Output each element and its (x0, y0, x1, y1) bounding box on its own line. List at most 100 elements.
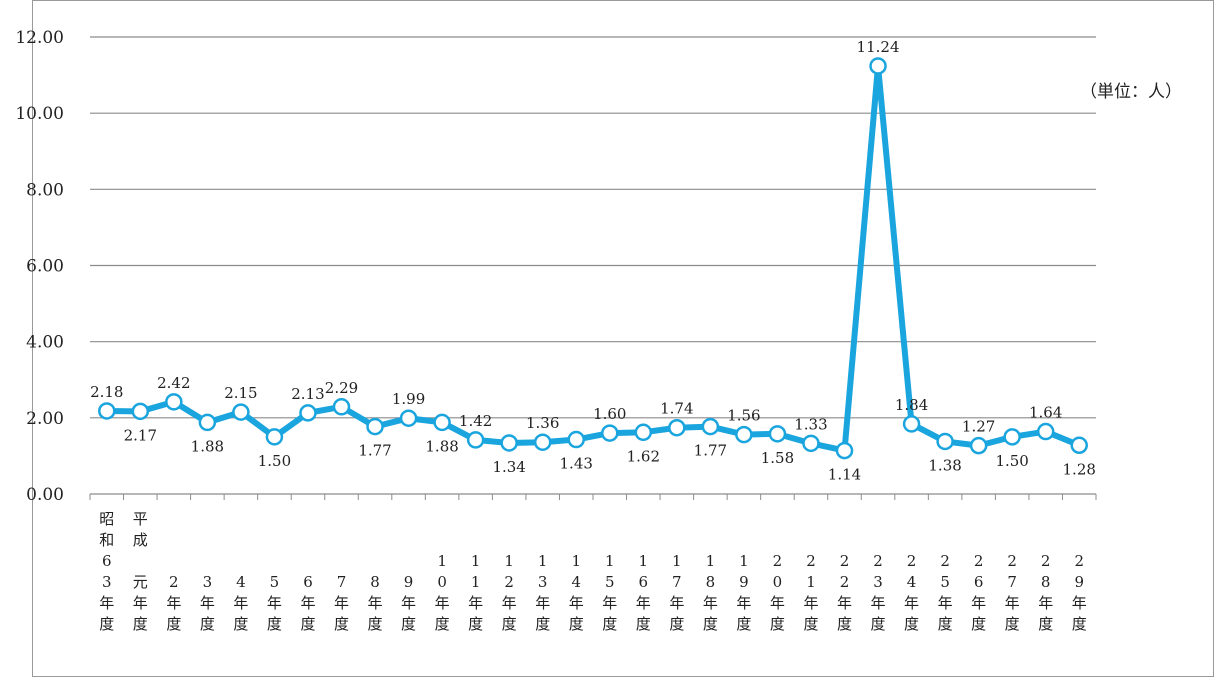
x-category-char: 度 (636, 615, 651, 633)
x-category-char: 1 (672, 552, 682, 570)
x-category-char: 1 (538, 552, 548, 570)
data-point (332, 398, 351, 416)
x-category-label: 1 1 年度 (468, 552, 483, 633)
data-point (299, 404, 317, 422)
x-category-label: 1 7 年度 (669, 552, 684, 633)
data-label: 2.29 (325, 379, 358, 397)
data-point (869, 57, 887, 75)
x-category-label: 3 年度 (200, 573, 215, 633)
x-category-char: 度 (468, 615, 483, 633)
x-category-char: 2 (1007, 552, 1017, 570)
data-labels: 2.18 2.17 2.42 1.88 2.15 1.50 2.13 2.29 1.77 1.99… (90, 38, 1096, 484)
x-category-char: 6 (639, 573, 649, 591)
data-label: 1.33 (794, 415, 827, 433)
x-category-label: 1 6 年度 (636, 552, 651, 633)
data-point (366, 417, 384, 436)
data-point (601, 424, 619, 442)
y-tick-label: 4.00 (26, 333, 64, 353)
x-category-label: 昭和 6 3 年度 (99, 510, 114, 633)
x-category-label: 1 4 年度 (569, 552, 584, 633)
x-category-char: 年 (334, 594, 349, 612)
data-point (265, 428, 284, 446)
data-label: 1.77 (694, 442, 727, 460)
data-point (835, 441, 854, 460)
data-label: 1.50 (995, 452, 1028, 470)
data-label: 2.13 (291, 385, 324, 403)
x-category-char: 4 (907, 573, 917, 591)
x-category-label: 1 8 年度 (703, 552, 718, 633)
x-category-char: 度 (871, 615, 886, 633)
data-label: 1.38 (928, 456, 961, 474)
x-category-char: 年 (1005, 594, 1020, 612)
x-category-char: 昭 (99, 510, 114, 528)
y-tick-label: 10.00 (15, 104, 64, 124)
x-category-char: 2 (504, 573, 514, 591)
data-label: 2.42 (157, 374, 190, 392)
data-point (1003, 428, 1021, 446)
x-category-char: 成 (133, 531, 148, 549)
x-category-label: 2 5 年度 (938, 552, 953, 633)
y-tick-label: 2.00 (26, 409, 64, 429)
y-tick-label: 12.00 (15, 28, 64, 48)
x-category-label: 2 7 年度 (1005, 552, 1020, 633)
x-category-char: 年 (99, 594, 114, 612)
x-category-char: 元 (133, 573, 148, 591)
data-point (768, 425, 787, 443)
x-category-char: 年 (267, 594, 282, 612)
y-tick-label: 0.00 (26, 485, 64, 505)
x-category-char: 9 (739, 573, 749, 591)
x-category-label: 2 3 年度 (871, 552, 886, 633)
data-label: 1.84 (895, 396, 928, 414)
data-label: 1.56 (727, 407, 760, 425)
x-category-char: 度 (938, 615, 953, 633)
x-category-char: 度 (669, 615, 684, 633)
x-category-char: 度 (770, 615, 785, 633)
x-category-char: 6 (974, 573, 984, 591)
x-category-char: 2 (940, 552, 950, 570)
data-label: 1.64 (1029, 404, 1062, 422)
x-category-char: 度 (971, 615, 986, 633)
x-category-char: 年 (435, 594, 450, 612)
x-category-char: 和 (99, 531, 114, 549)
x-category-char: 度 (133, 615, 148, 633)
x-category-label: 1 0 年度 (435, 552, 450, 633)
x-category-char: 度 (904, 615, 919, 633)
x-category-label: 4 年度 (233, 573, 248, 633)
x-category-label: 1 2 年度 (502, 552, 517, 633)
data-label: 2.15 (224, 384, 257, 402)
data-label: 1.14 (828, 466, 861, 484)
x-category-char: 年 (1038, 594, 1053, 612)
x-category-char: 年 (502, 594, 517, 612)
x-category-char: 年 (401, 594, 416, 612)
x-category-char: 2 (907, 552, 917, 570)
x-category-char: 8 (1041, 573, 1051, 591)
x-category-label: 6 年度 (300, 573, 315, 633)
x-category-char: 年 (133, 594, 148, 612)
x-category-label: 8 年度 (368, 573, 383, 633)
x-category-char: 2 (974, 552, 984, 570)
data-label: 1.74 (660, 400, 693, 418)
x-category-char: 年 (200, 594, 215, 612)
x-category-char: 年 (1072, 594, 1087, 612)
x-category-char: 5 (940, 573, 950, 591)
x-category-char: 4 (236, 573, 246, 591)
data-label: 11.24 (857, 38, 900, 56)
x-axis-categories: 昭和63年度平成元年度2年度3年度4年度5年度6年度7年度8年度9年度10年度1… (99, 510, 1086, 633)
x-category-char: 3 (538, 573, 548, 591)
x-axis (89, 493, 1097, 500)
x-category-label: 1 5 年度 (602, 552, 617, 633)
data-label: 1.58 (761, 449, 794, 467)
x-category-char: 年 (602, 594, 617, 612)
data-label: 1.77 (358, 442, 391, 460)
x-category-char: 4 (571, 573, 581, 591)
data-point (198, 413, 217, 432)
x-category-char: 度 (703, 615, 718, 633)
x-category-char: 1 (471, 573, 481, 591)
y-tick-label: 6.00 (26, 257, 64, 277)
data-point (701, 417, 720, 436)
x-category-char: 2 (1074, 552, 1084, 570)
x-category-char: 年 (770, 594, 785, 612)
x-category-char: 度 (1072, 615, 1087, 633)
